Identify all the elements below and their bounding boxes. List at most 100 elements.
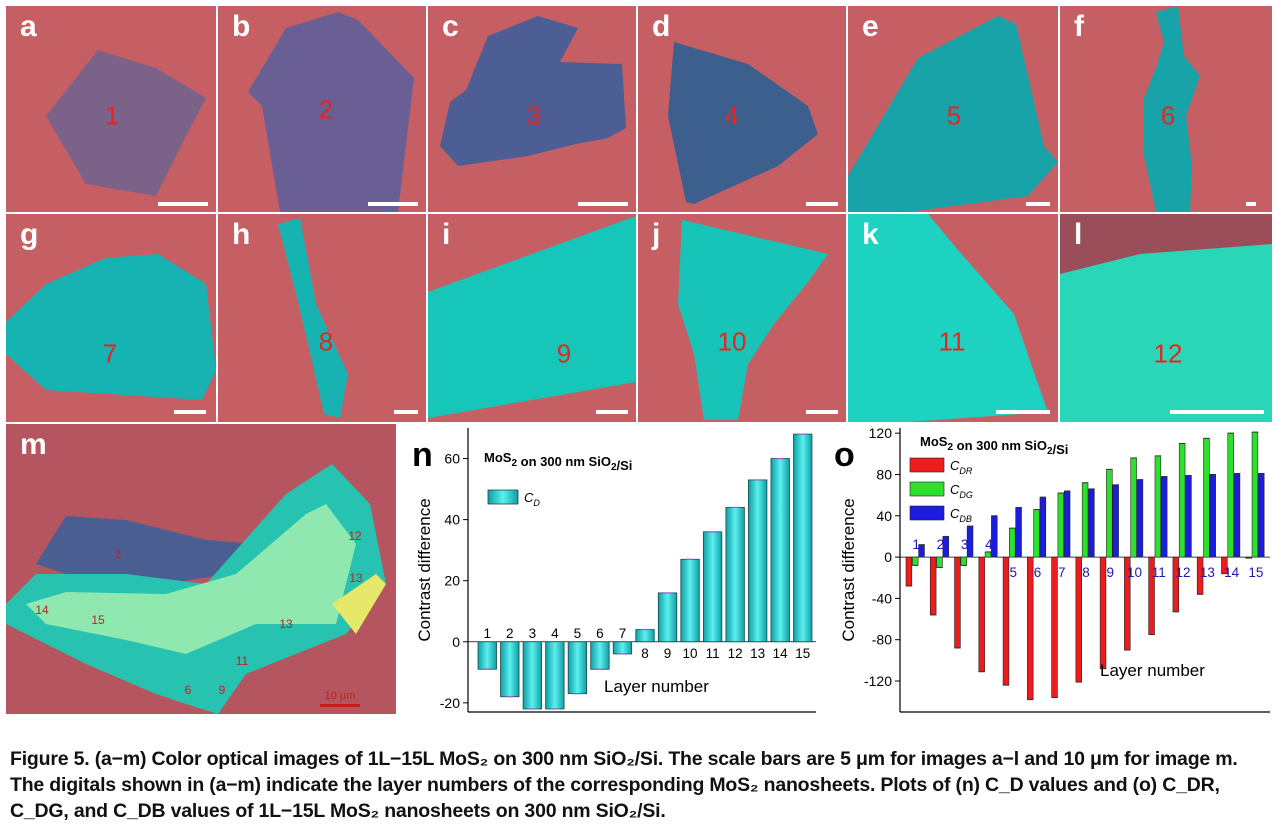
panel-k-scale-bar [996,410,1050,414]
panel-b: b 2 [218,6,426,212]
panel-m-number-9: 9 [218,683,226,697]
panel-a: a 1 [6,6,216,212]
chart-o-category-label: 4 [985,537,993,552]
chart-o-bar-c-db [1063,490,1071,558]
chart-n-bar [725,506,745,643]
panel-l-label: l [1074,218,1083,251]
panel-c-label: c [442,10,459,43]
chart-o-category-label: 13 [1200,565,1215,580]
chart-n-bar [522,641,542,710]
chart-o-bar-c-dr [978,556,985,673]
panel-h-label: h [232,218,251,251]
panel-g-layer-number: 7 [102,338,118,369]
chart-o-bar-c-dg [1057,492,1065,558]
chart-n-category-label: 3 [529,626,537,641]
chart-n-bar [567,641,588,695]
chart-n-category-label: 15 [795,646,810,661]
figure-caption: Figure 5. (a−m) Color optical images of … [10,746,1276,824]
chart-n-ytick-label: -20 [440,695,460,711]
panel-m-number-15: 15 [91,613,105,627]
panel-g-label: g [20,218,39,251]
chart-o-bar-c-db [1160,476,1168,558]
chart-o-xlabel: Layer number [1100,661,1205,680]
chart-n-category-label: 7 [619,626,627,641]
chart-o-bar-c-dg [984,551,992,558]
panel-m-scale-label: 10 μm [324,690,356,702]
panel-m-label: m [20,428,47,461]
panel-e-label: e [862,10,879,43]
chart-o-category-label: 2 [937,537,945,552]
chart-n-category-label: 12 [728,646,743,661]
chart-n-category-label: 10 [683,646,698,661]
chart-n-category-label: 11 [706,646,720,661]
panel-c-image [428,6,636,212]
chart-n-panel-letter: n [412,436,433,474]
chart-n-bar [770,458,790,643]
chart-o-bar-c-db [1209,474,1216,558]
chart-n-category-label: 8 [641,646,649,661]
panel-j: j 10 [638,214,846,422]
panel-a-label: a [20,10,37,43]
chart-n-category-label: 2 [506,626,514,641]
panel-g: g 7 [6,214,216,422]
panel-j-layer-number: 10 [717,326,747,357]
chart-o-bar-c-dg [936,556,943,568]
chart-o-legend-label: CDB [950,506,972,524]
chart-n-category-label: 9 [664,646,672,661]
chart-n-title: MoS2 on 300 nm SiO2/Si [484,450,632,473]
chart-o-bar-c-dg [1203,438,1210,558]
panel-e: e 5 [848,6,1058,212]
chart-n-bar [657,592,678,643]
panel-m-number-13a: 13 [349,571,363,585]
chart-o-legend-swatch [909,481,945,497]
panel-d-image [638,6,846,212]
chart-o-legend-label: CDG [950,482,973,500]
panel-e-scale-bar [1026,202,1050,206]
panel-m-image [6,424,396,714]
chart-o-category-label: 9 [1107,565,1115,580]
chart-o-bar-c-dr [1075,556,1082,683]
panel-f-image [1060,6,1272,212]
chart-n-ylabel: Contrast difference [415,498,434,641]
panel-k-image [848,214,1058,422]
panel-l-image [1060,214,1272,422]
panel-l-layer-number: 12 [1153,338,1183,369]
panel-m-number-6: 6 [184,683,192,697]
chart-n-legend-label: CD [524,490,540,508]
chart-n-ytick-label: 20 [444,573,460,589]
chart-n-category-label: 5 [574,626,582,641]
panel-j-scale-bar [806,410,838,414]
chart-o-bar-c-dr [1002,556,1010,686]
panel-b-layer-number: 2 [318,94,334,125]
chart-n-bar [545,641,565,710]
chart-o-category-label: 12 [1176,565,1191,580]
panel-h-image [218,214,426,422]
chart-o-bar-c-dr [929,556,937,616]
chart-o-ytick-label: 80 [876,466,892,482]
panel-i-scale-bar [596,410,628,414]
panel-b-image [218,6,426,212]
chart-o-bar-c-dg [1154,455,1162,558]
panel-j-label: j [652,218,661,251]
panel-d: d 4 [638,6,846,212]
panel-f-layer-number: 6 [1160,100,1176,131]
chart-o-bar-c-dg [1081,482,1089,558]
chart-o-bar-c-db [1088,488,1095,558]
chart-o-legend-label: CDR [950,458,973,476]
chart-n-bar [680,558,700,643]
chart-o-panel-letter: o [834,436,855,474]
chart-o-ytick-label: 0 [884,549,892,565]
chart-o-ytick-label: 40 [876,508,892,524]
chart-n-bar [612,641,633,655]
panel-b-scale-bar [368,202,418,206]
chart-o-legend-swatch [909,505,945,521]
chart-n-legend-swatch [487,489,519,505]
chart-o-bar-c-dr [954,556,961,649]
chart-o-category-label: 7 [1058,565,1066,580]
chart-o-ytick-label: 120 [869,425,893,441]
panel-l: l 12 [1060,214,1272,422]
panel-f-scale-bar [1246,202,1256,206]
chart-o-category-label: 14 [1224,565,1240,580]
chart-o-bar-c-db [1233,473,1241,558]
